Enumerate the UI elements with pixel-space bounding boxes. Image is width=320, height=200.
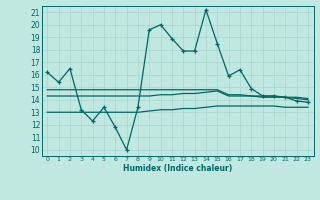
X-axis label: Humidex (Indice chaleur): Humidex (Indice chaleur) (123, 164, 232, 173)
